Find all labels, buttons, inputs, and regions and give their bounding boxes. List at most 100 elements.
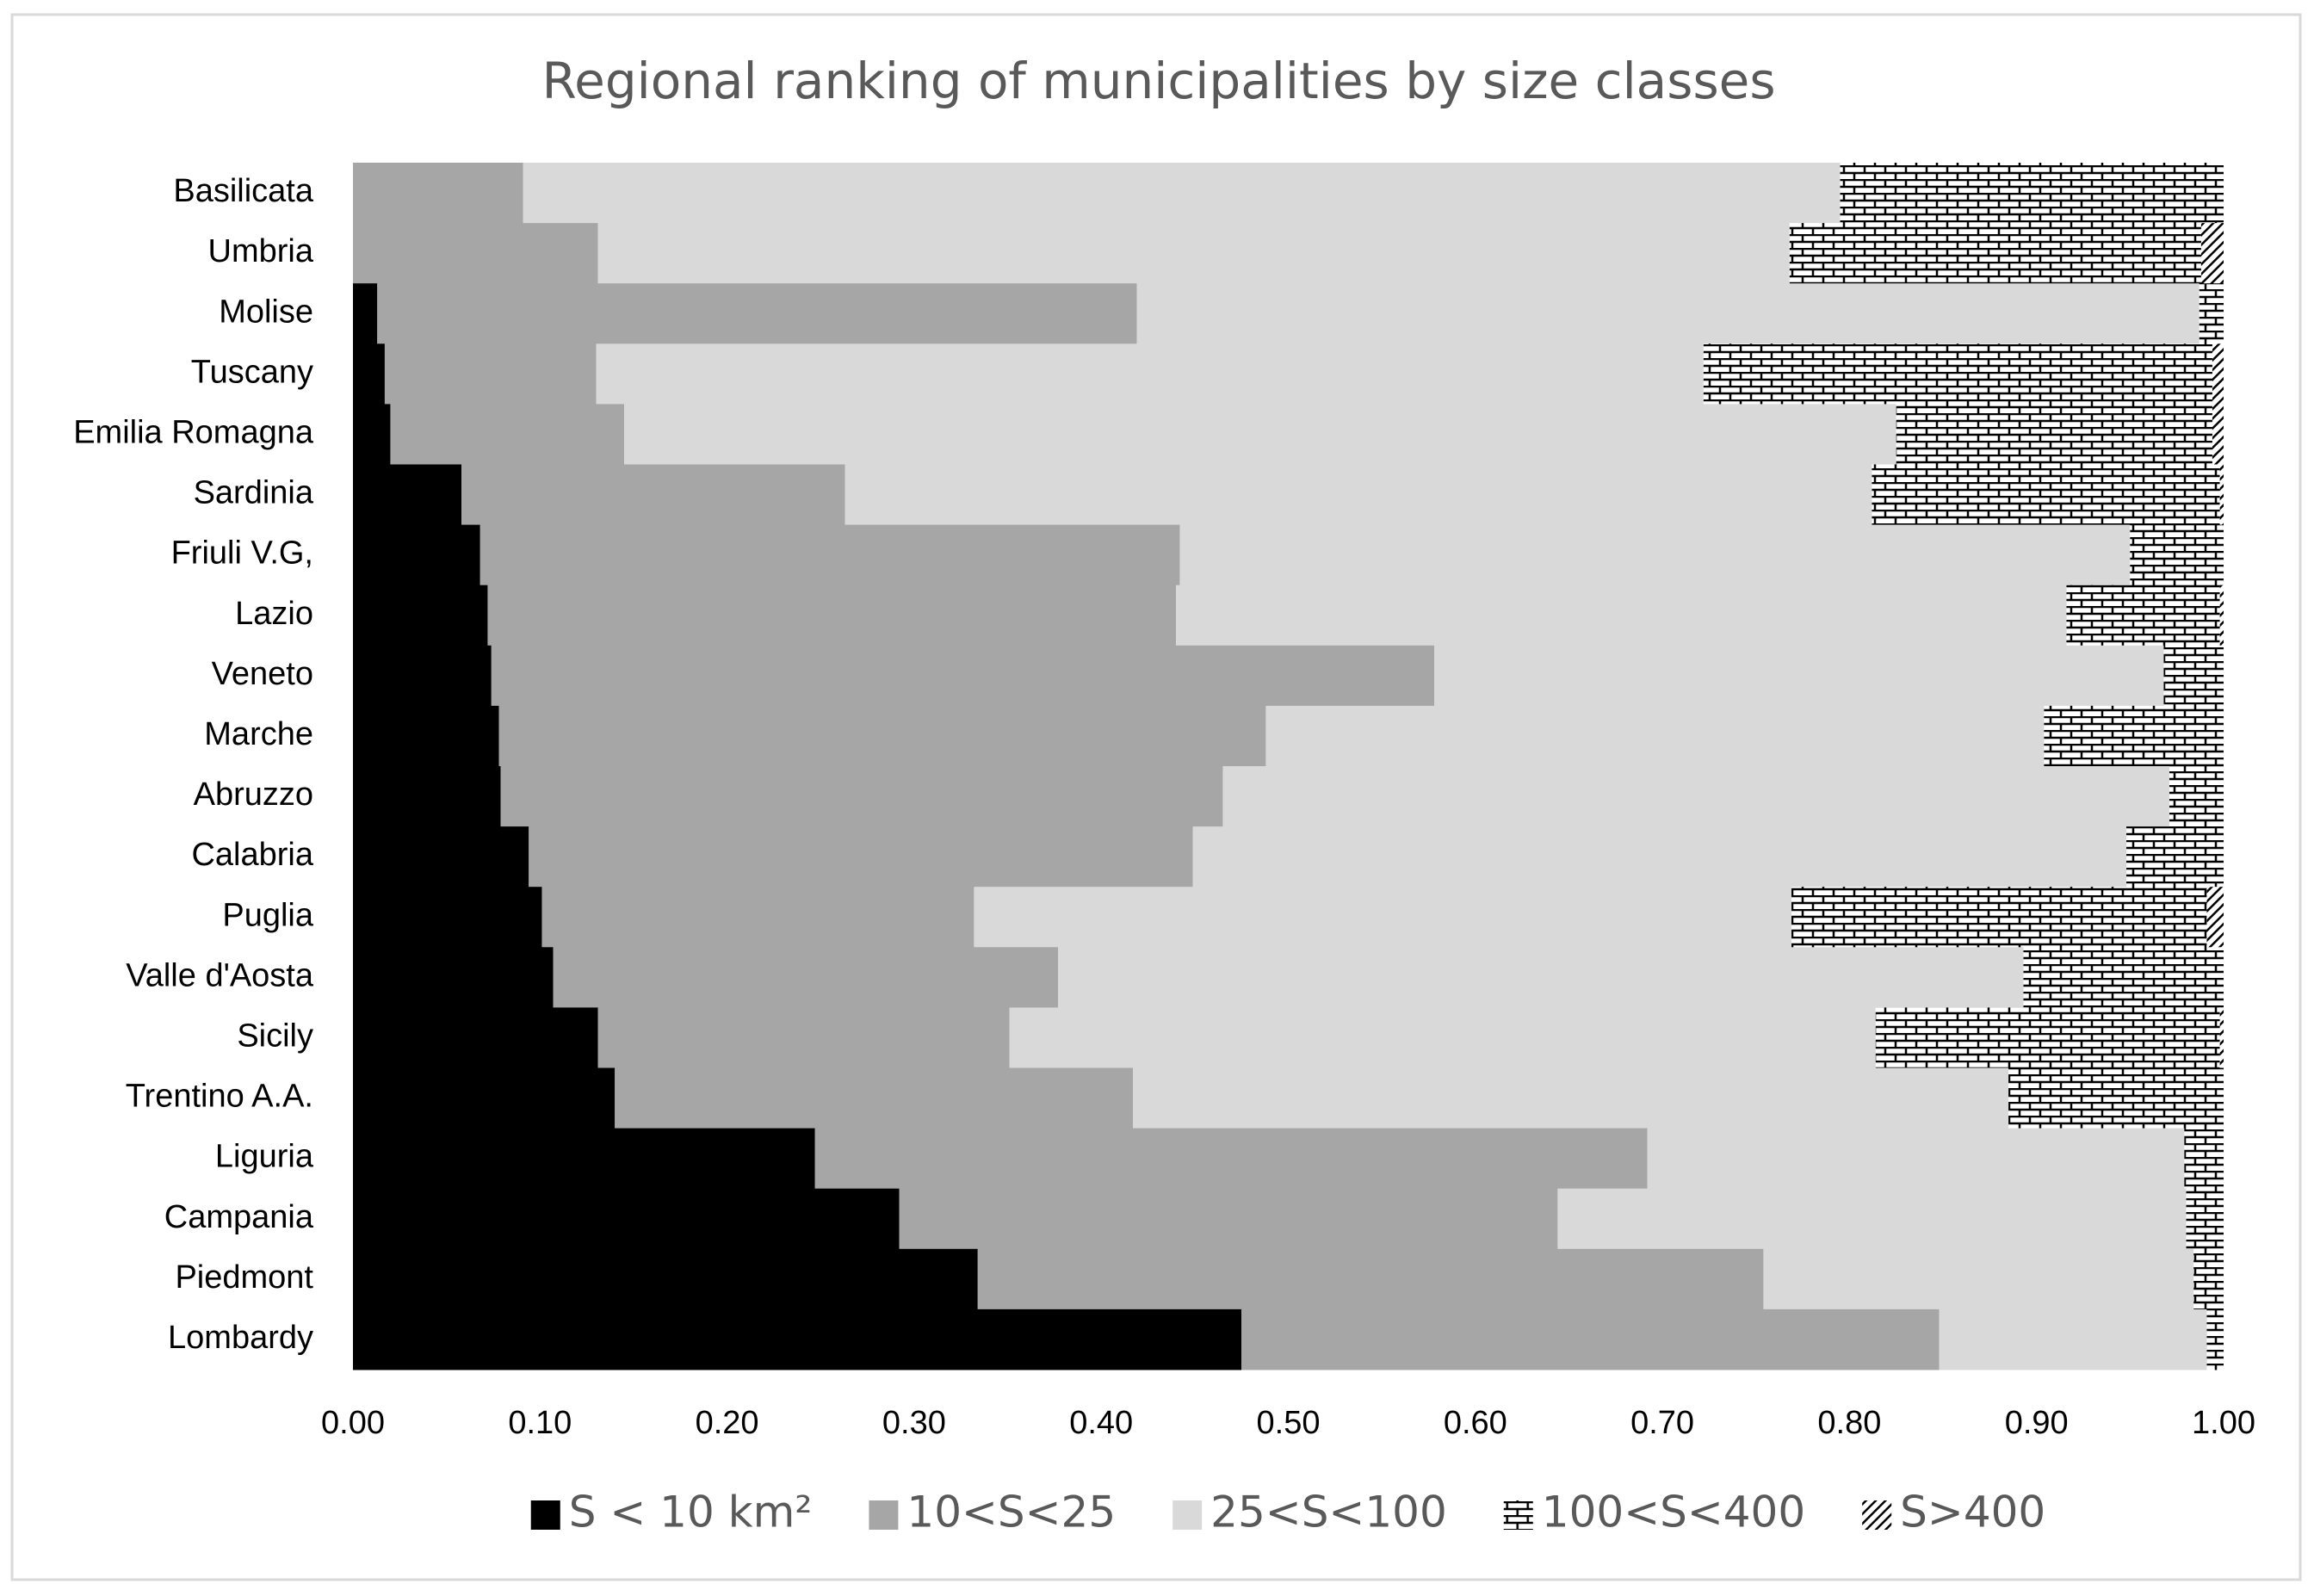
bar-segment	[814, 1128, 1648, 1190]
bar-segment	[384, 343, 597, 405]
bar-segment	[2130, 524, 2224, 586]
y-tick-label: Sardinia	[194, 475, 314, 511]
bar-segment	[541, 887, 974, 948]
bar-segment	[1763, 1248, 2194, 1310]
y-tick-label: Basilicata	[173, 173, 313, 209]
bar-segment	[1789, 223, 2201, 284]
bar-segment	[624, 404, 1896, 465]
y-tick-label: Friuli V.G,	[171, 535, 313, 572]
bar-segment	[491, 645, 1434, 707]
bar-segment	[615, 1067, 1134, 1129]
bar-segment	[1791, 887, 2207, 948]
bar-segment	[2126, 826, 2224, 888]
bar-segment	[353, 464, 462, 526]
bar-segment	[480, 524, 1180, 586]
bar-segment	[2212, 343, 2224, 405]
bar-segment	[1133, 1067, 2009, 1129]
y-tick-label: Liguria	[215, 1139, 314, 1175]
bar-segment	[353, 705, 499, 767]
bar-segment	[1179, 524, 2131, 586]
bar-segment	[500, 766, 1223, 827]
y-tick-label: Puglia	[222, 897, 313, 933]
bar-segment	[2193, 1248, 2224, 1310]
x-tick-label: 1.00	[2192, 1405, 2255, 1441]
bar-segment	[353, 645, 492, 707]
y-tick-label: Valle d'Aosta	[126, 957, 314, 993]
bar-segment	[2163, 645, 2224, 707]
bar-segment	[1222, 766, 2169, 827]
bar-segment	[2206, 887, 2224, 948]
bar-segment	[353, 283, 378, 344]
bar-segment	[1265, 705, 2045, 767]
bar-segment	[596, 343, 1704, 405]
bar-segment	[353, 887, 542, 948]
y-tick-label: Sicily	[237, 1018, 313, 1054]
y-tick-label: Umbria	[208, 233, 314, 269]
bar-segment	[1009, 1007, 1876, 1068]
legend-label: 10<S<25	[906, 1488, 1116, 1537]
bar-segment	[1433, 645, 2164, 707]
y-tick-label: Piedmont	[175, 1259, 313, 1296]
bar-segment	[353, 826, 529, 888]
bar-segment	[353, 223, 598, 284]
bar-segment	[1176, 585, 2067, 646]
bar-segment	[2023, 947, 2224, 1008]
y-tick-label: Calabria	[191, 837, 313, 873]
bar-segment	[1241, 1308, 1940, 1370]
bar-segment	[1875, 1007, 2220, 1068]
bar-segment	[2219, 464, 2224, 526]
y-tick-label: Veneto	[212, 656, 313, 692]
x-tick-label: 0.90	[2005, 1405, 2069, 1441]
bar-segment	[2212, 404, 2224, 465]
x-tick-label: 0.10	[508, 1405, 572, 1441]
legend-swatch	[1862, 1500, 1892, 1530]
bar-segment	[353, 766, 501, 827]
bar-segment	[1872, 464, 2220, 526]
x-tick-label: 0.60	[1444, 1405, 1507, 1441]
legend-label: 25<S<100	[1210, 1488, 1447, 1537]
y-tick-label: Campania	[164, 1199, 314, 1235]
bar-segment	[498, 705, 1266, 767]
x-tick-label: 0.20	[696, 1405, 759, 1441]
bar-segment	[1703, 343, 2212, 405]
bar-segment	[974, 887, 1792, 948]
bar-segment	[353, 343, 385, 405]
legend-swatch	[1503, 1500, 1533, 1530]
bar-segment	[529, 826, 1193, 888]
bar-segment	[597, 1007, 1010, 1068]
x-tick-label: 0.50	[1257, 1405, 1321, 1441]
y-tick-label: Molise	[219, 294, 313, 330]
bar-segment	[487, 585, 1177, 646]
bar-segment	[353, 163, 523, 224]
legend-label: S>400	[1900, 1488, 2045, 1537]
bar-segment	[1647, 1128, 2185, 1190]
legend-swatch	[869, 1500, 899, 1530]
chart-title: Regional ranking of municipalities by si…	[541, 52, 1775, 110]
bar-segment	[597, 223, 1790, 284]
bar-segment	[2184, 1128, 2224, 1190]
y-tick-label: Tuscany	[191, 354, 313, 390]
bar-segment	[353, 524, 480, 586]
x-tick-label: 0.00	[321, 1405, 385, 1441]
bar-segment	[1136, 283, 2200, 344]
bar-segment	[2066, 585, 2220, 646]
bar-segment	[353, 1067, 616, 1129]
legend: S < 10 km² 10<S<25 25<S<100 100<S<400 S>400	[530, 1488, 2045, 1537]
legend-label: S < 10 km²	[569, 1488, 813, 1537]
bar-segment	[461, 464, 845, 526]
bar-segment	[353, 585, 488, 646]
bar-segment	[2200, 223, 2224, 284]
bar-segment	[2169, 766, 2224, 827]
bar-segment	[553, 947, 1059, 1008]
bar-segment	[2206, 1308, 2224, 1370]
legend-swatch	[1172, 1500, 1203, 1530]
bar-segment	[1896, 404, 2212, 465]
bar-segment	[845, 464, 1872, 526]
legend-label: 100<S<400	[1542, 1488, 1805, 1537]
bar-segment	[523, 163, 1841, 224]
bar-segment	[2199, 283, 2224, 344]
y-tick-label: Trentino A.A.	[126, 1079, 313, 1115]
bar-segment	[2044, 705, 2224, 767]
bar-segment	[1058, 947, 2024, 1008]
